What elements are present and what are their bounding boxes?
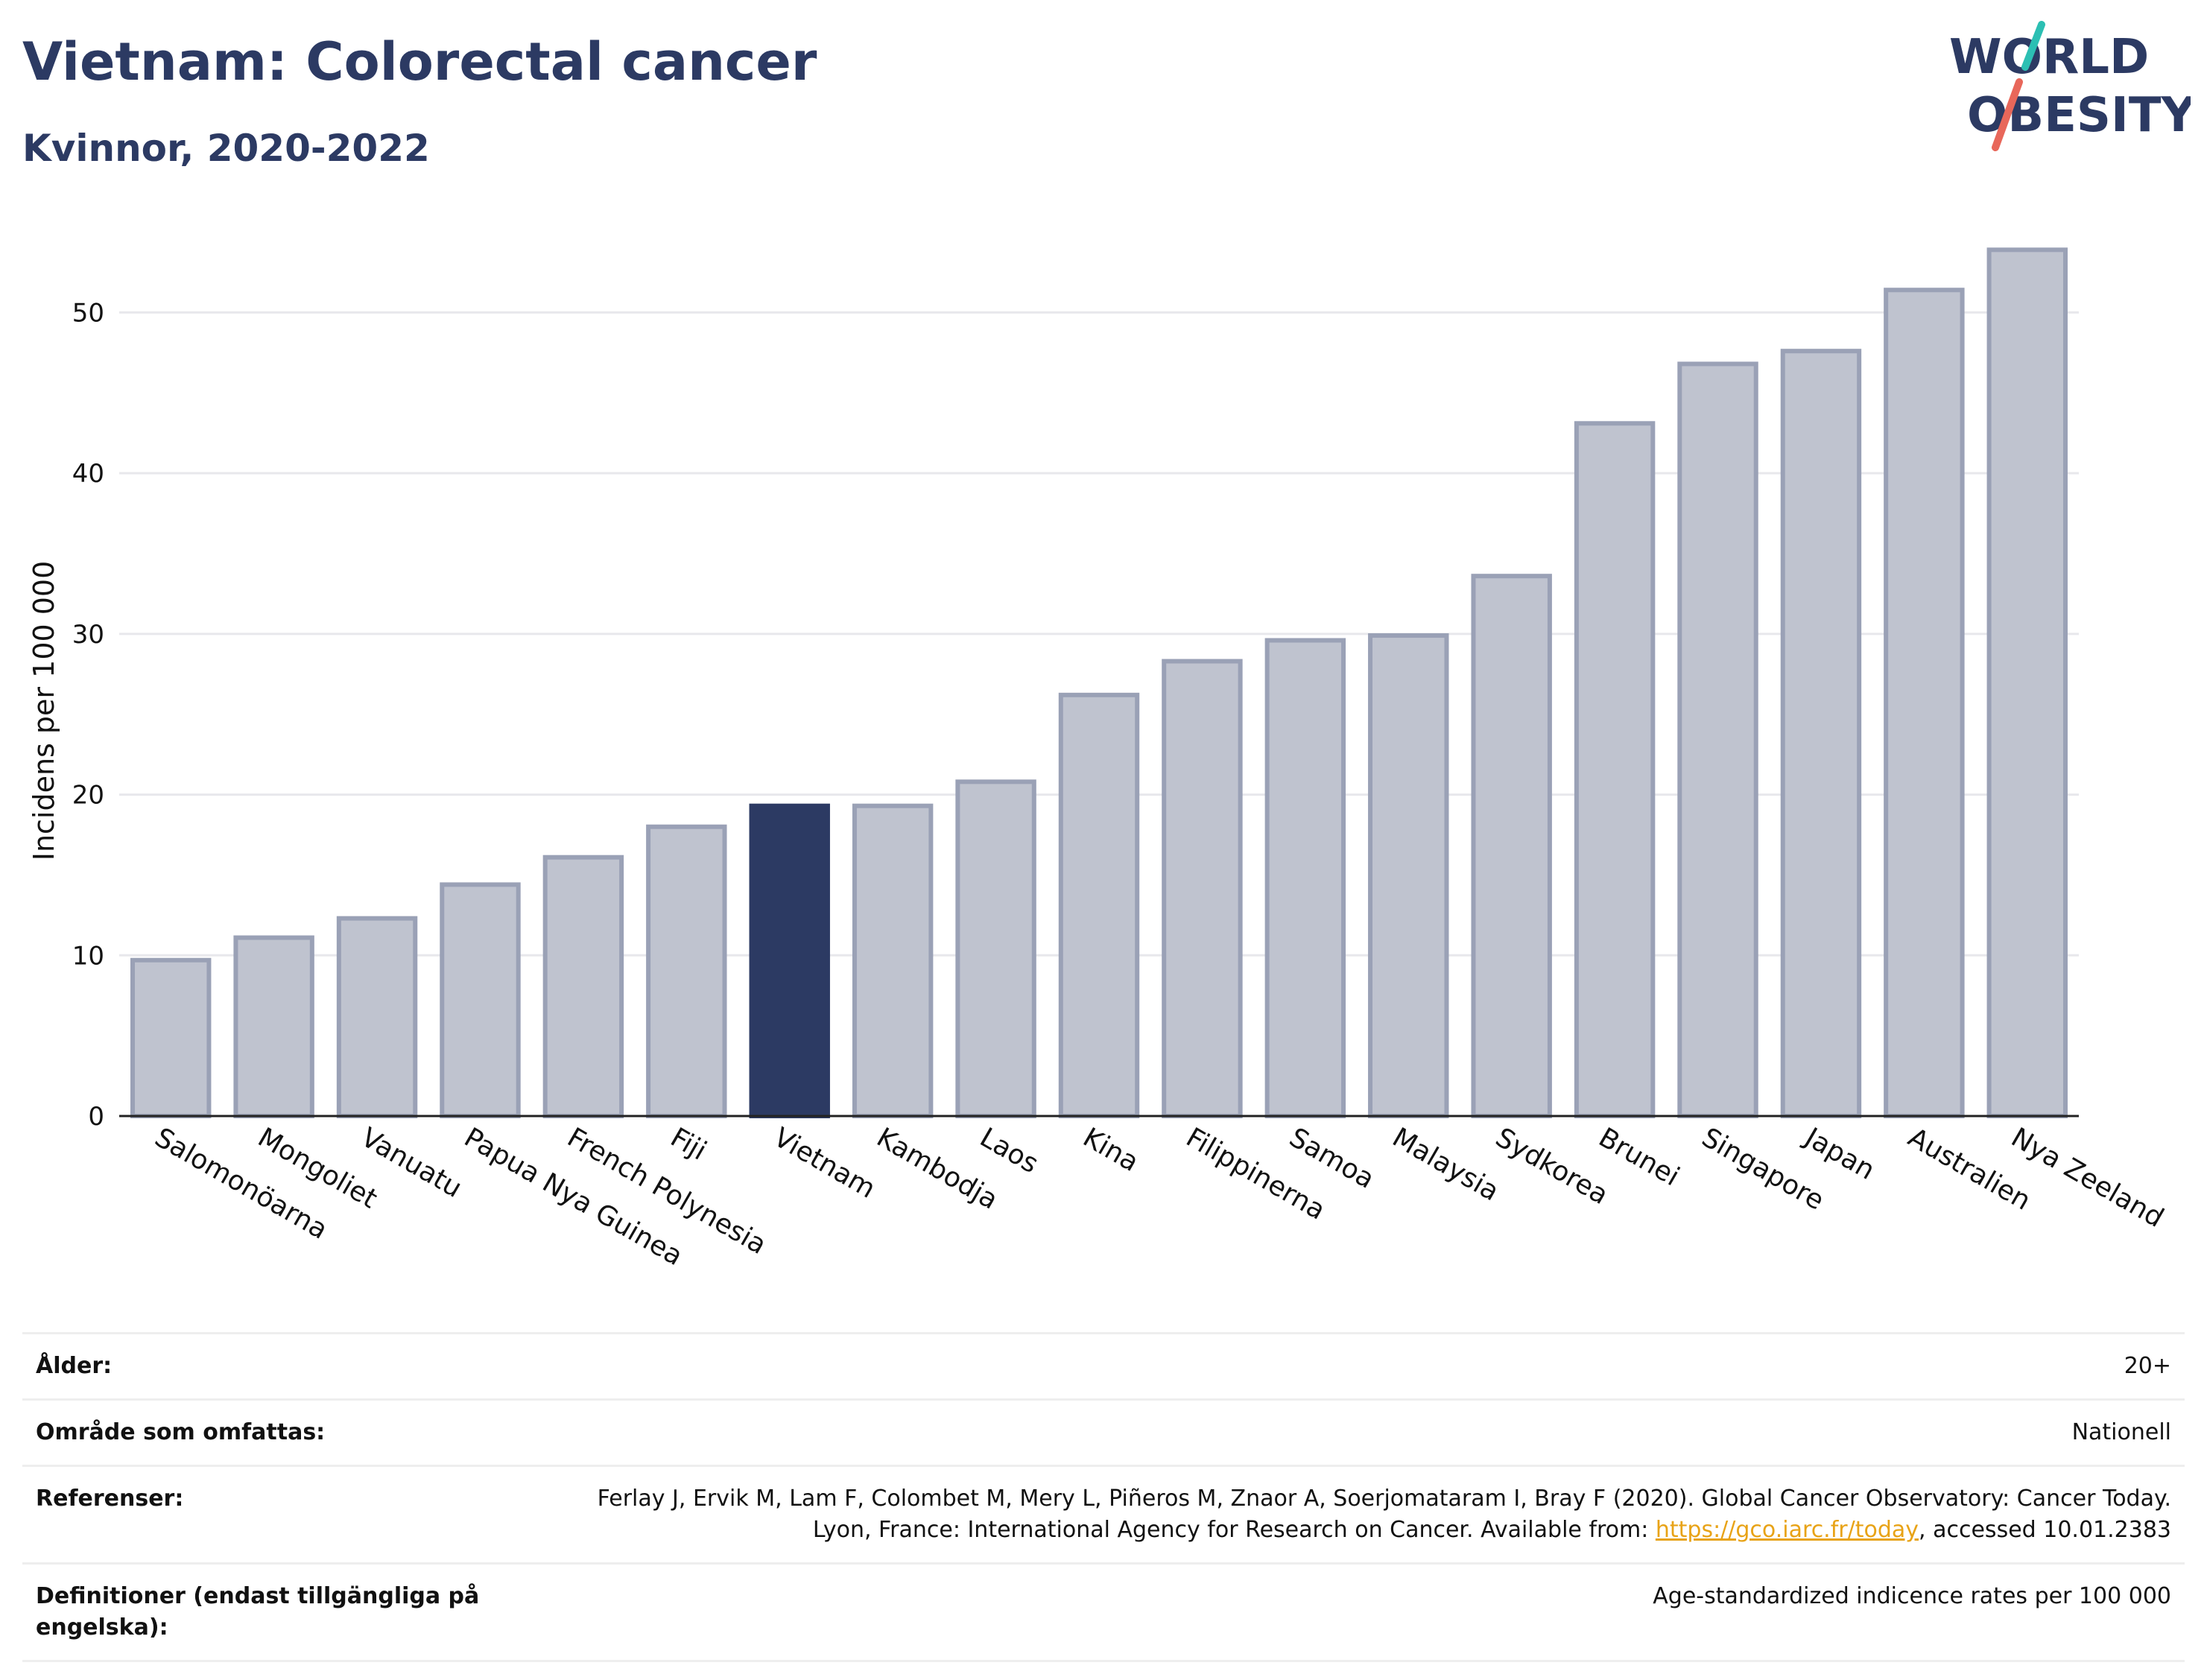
meta-label-coverage: Område som omfattas: <box>36 1419 326 1445</box>
reference-accessed: , accessed 10.01.2383 <box>1919 1517 2171 1543</box>
x-tick-label: Fiji <box>665 1122 712 1167</box>
y-tick-label: 50 <box>72 298 104 328</box>
logo-text-world: WORLD <box>1949 30 2149 85</box>
meta-row-age: Ålder: 20+ <box>22 1332 2185 1398</box>
bar <box>1574 421 1656 1118</box>
bar <box>1264 638 1346 1118</box>
reference-link[interactable]: https://gco.iarc.fr/today <box>1655 1517 1919 1543</box>
meta-row-definitions: Definitioner (endast tillgängliga på eng… <box>22 1562 2185 1662</box>
chart-title: Vietnam: Colorectal cancer <box>22 31 817 92</box>
x-tick-label: Malaysia <box>1387 1122 1504 1207</box>
x-tick-label: Laos <box>975 1122 1043 1179</box>
bar <box>1368 633 1449 1118</box>
bars <box>130 247 2068 1119</box>
bar <box>233 935 314 1118</box>
bar <box>1884 288 1965 1119</box>
bar <box>1986 247 2068 1118</box>
bar <box>1058 692 1140 1118</box>
chart-subtitle: Kvinnor, 2020-2022 <box>22 127 430 170</box>
y-tick-label: 0 <box>88 1102 104 1132</box>
bar <box>336 916 418 1118</box>
bar <box>852 803 934 1118</box>
meta-row-references: Referenser: Ferlay J, Ervik M, Lam F, Co… <box>22 1465 2185 1562</box>
logo-slash-top <box>2021 21 2045 71</box>
x-tick-label: Salomonöarna <box>150 1122 333 1245</box>
y-tick-label: 20 <box>72 781 104 811</box>
x-tick-label: Nya Zeeland <box>2006 1122 2168 1234</box>
x-tick-label: Japan <box>1799 1121 1880 1186</box>
y-axis-label: Incidens per 100 000 <box>28 561 60 861</box>
bar <box>1471 574 1552 1118</box>
y-tick-label: 40 <box>72 459 104 489</box>
meta-label-definitions: Definitioner (endast tillgängliga på eng… <box>36 1583 480 1641</box>
meta-value-definitions: Age-standardized indicence rates per 100… <box>1653 1583 2171 1609</box>
bar-chart: 0 10 20 30 40 50 SalomonöarnaMongolietVanuatu… <box>28 247 2169 1272</box>
y-tick-label: 10 <box>72 941 104 971</box>
bar <box>130 957 212 1119</box>
bar <box>955 779 1036 1119</box>
bar <box>542 855 624 1118</box>
metadata-table: Ålder: 20+ Område som omfattas: Nationel… <box>22 1332 2185 1662</box>
meta-value-references: Ferlay J, Ervik M, Lam F, Colombet M, Me… <box>513 1483 2171 1546</box>
y-tick-label: 30 <box>72 620 104 650</box>
meta-row-coverage: Område som omfattas: Nationell <box>22 1398 2185 1465</box>
x-tick-label: Vietnam <box>768 1122 880 1205</box>
meta-label-age: Ålder: <box>36 1353 113 1379</box>
meta-label-references: Referenser: <box>36 1486 184 1512</box>
meta-value-age: 20+ <box>2124 1353 2171 1379</box>
bar <box>1780 349 1862 1119</box>
bar <box>440 882 521 1119</box>
x-tick-label: Kina <box>1078 1122 1144 1178</box>
y-axis-ticks: 0 10 20 30 40 50 <box>72 298 104 1132</box>
bar-highlighted <box>749 803 830 1118</box>
bar <box>1162 659 1243 1118</box>
world-obesity-logo: WORLD OBESITY <box>1949 21 2191 151</box>
bar <box>1677 361 1758 1118</box>
logo-slash-bottom <box>1992 78 2023 151</box>
meta-value-coverage: Nationell <box>2071 1419 2171 1445</box>
x-tick-label: Sydkorea <box>1490 1122 1613 1211</box>
bar <box>646 824 727 1118</box>
reference-text: Ferlay J, Ervik M, Lam F, Colombet M, Me… <box>597 1486 2171 1543</box>
